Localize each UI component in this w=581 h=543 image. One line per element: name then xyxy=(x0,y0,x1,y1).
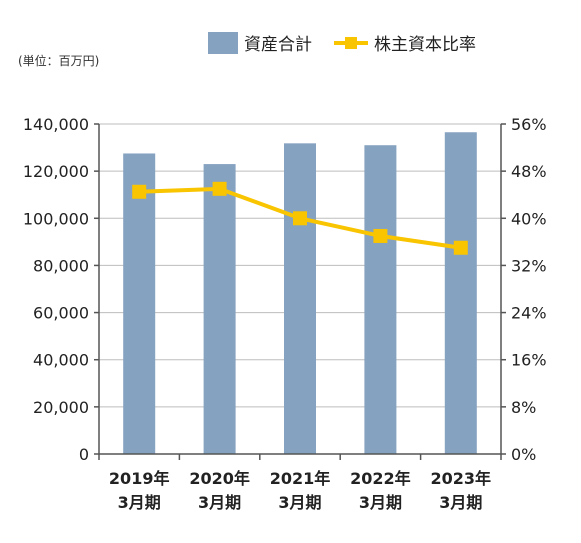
bar-total-assets xyxy=(203,164,236,455)
x-tick-label: 3月期 xyxy=(359,493,402,512)
legend: 資産合計 株主資本比率 xyxy=(208,30,498,55)
legend-swatch-bar xyxy=(208,31,238,54)
bar-total-assets xyxy=(284,143,316,455)
x-tick-label: 3月期 xyxy=(118,493,161,512)
x-tick-label: 2021年 xyxy=(270,469,331,488)
y-left-tick-label: 100,000 xyxy=(23,209,89,228)
point-equity-ratio xyxy=(212,181,227,196)
bar-total-assets xyxy=(364,145,397,454)
y-right-tick-label: 56% xyxy=(511,115,547,134)
point-equity-ratio xyxy=(293,211,307,226)
legend-item-total-assets: 資産合計 xyxy=(208,30,312,55)
unit-label: (単位：百万円) xyxy=(18,54,100,68)
y-right-tick-label: 24% xyxy=(511,304,547,323)
y-right-tick-label: 48% xyxy=(511,162,547,181)
x-tick-label: 2023年 xyxy=(431,469,492,488)
line-series-equity-ratio xyxy=(132,181,468,255)
bar-series-total-assets xyxy=(123,132,477,455)
y-left-tick-label: 140,000 xyxy=(23,115,89,134)
legend-item-equity-ratio: 株主資本比率 xyxy=(334,30,476,55)
axes xyxy=(94,123,506,460)
x-tick-label: 3月期 xyxy=(278,493,321,512)
y-right-tick-label: 16% xyxy=(511,351,547,370)
bar-total-assets xyxy=(123,153,156,454)
x-tick-label: 2019年 xyxy=(109,469,170,488)
y-right-tick-label: 8% xyxy=(511,398,536,417)
y-left-tick-label: 80,000 xyxy=(33,256,89,275)
point-equity-ratio xyxy=(373,228,388,243)
x-axis-labels: 2019年 3月期 2020年 3月期 2021年 3月期 2022年 3月期 2023年 3月期 xyxy=(109,469,491,512)
y-axis-left-labels: 0 20,000 40,000 60,000 80,000 100,000 120,000 1… xyxy=(23,115,89,464)
x-tick-label: 2020年 xyxy=(189,469,250,488)
point-equity-ratio xyxy=(132,184,147,199)
x-tick-label: 2022年 xyxy=(350,469,411,488)
bar-total-assets xyxy=(444,132,477,454)
x-tick-label: 3月期 xyxy=(198,493,241,512)
point-equity-ratio xyxy=(453,240,468,255)
y-right-tick-label: 40% xyxy=(511,209,547,228)
y-left-tick-label: 20,000 xyxy=(33,398,89,417)
y-left-tick-label: 60,000 xyxy=(33,304,89,323)
y-axis-right-labels: 0% 8% 16% 24% 32% 40% 48% 56% xyxy=(511,115,547,464)
y-left-tick-label: 120,000 xyxy=(23,162,89,181)
y-right-tick-label: 0% xyxy=(511,445,536,464)
legend-swatch-line xyxy=(334,32,368,54)
y-left-tick-label: 40,000 xyxy=(33,351,89,370)
legend-label-total-assets: 資産合計 xyxy=(244,35,312,55)
legend-label-equity-ratio: 株主資本比率 xyxy=(374,35,476,55)
x-tick-label: 3月期 xyxy=(439,493,482,512)
y-right-tick-label: 32% xyxy=(511,256,547,275)
y-left-tick-label: 0 xyxy=(79,445,89,464)
